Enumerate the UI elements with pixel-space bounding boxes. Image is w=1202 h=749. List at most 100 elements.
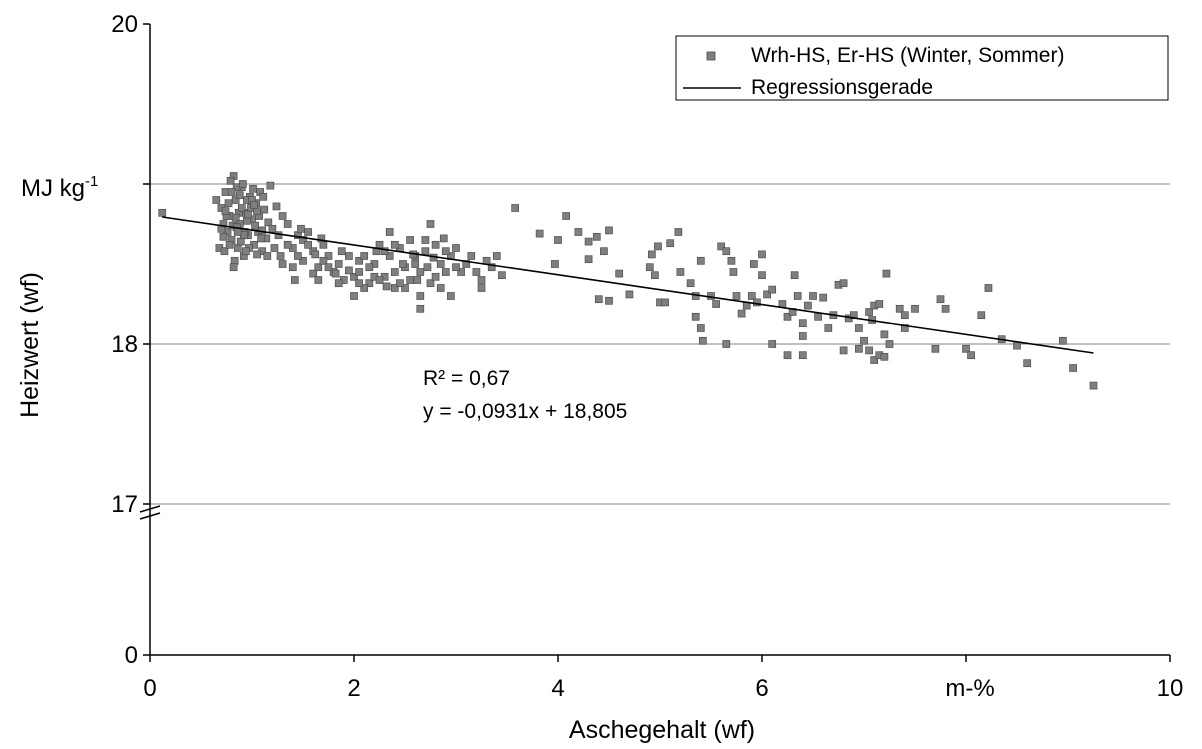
- data-point: [747, 292, 756, 300]
- data-point: [416, 292, 425, 300]
- data-point: [317, 234, 326, 243]
- data-point: [385, 228, 394, 236]
- data-point: [1059, 336, 1067, 345]
- data-point: [855, 344, 863, 353]
- data-point: [717, 242, 726, 251]
- data-point: [421, 247, 430, 256]
- data-point: [783, 351, 792, 360]
- data-point: [498, 271, 506, 280]
- data-point: [221, 207, 230, 216]
- data-point: [452, 244, 460, 252]
- data-point: [839, 279, 848, 288]
- data-point: [158, 208, 167, 217]
- data-point: [257, 234, 266, 243]
- data-point: [227, 188, 236, 196]
- y-unit-superscript: -1: [85, 173, 98, 190]
- data-point: [880, 352, 889, 361]
- data-point: [753, 298, 761, 307]
- data-point: [421, 236, 430, 244]
- data-point: [674, 228, 683, 236]
- data-point: [457, 268, 465, 276]
- data-point: [625, 290, 634, 299]
- data-point: [647, 250, 656, 259]
- data-point: [477, 284, 486, 292]
- x-tick-label: 4: [551, 675, 564, 702]
- data-point: [911, 304, 919, 313]
- data-point: [272, 202, 281, 211]
- data-point: [962, 344, 970, 353]
- gridlines: [150, 183, 1170, 505]
- data-point: [436, 284, 445, 292]
- data-point: [732, 292, 741, 300]
- data-point: [276, 252, 285, 260]
- data-point: [798, 332, 807, 340]
- data-point: [865, 346, 873, 355]
- data-point: [243, 216, 251, 225]
- data-point: [824, 324, 833, 332]
- data-point: [314, 263, 323, 272]
- data-point: [931, 344, 940, 353]
- data-point: [416, 268, 425, 276]
- y-tick-label: 18: [111, 331, 138, 358]
- data-point: [661, 298, 669, 307]
- data-point: [882, 269, 891, 278]
- data-point: [251, 221, 259, 230]
- data-point: [592, 232, 601, 241]
- data-point: [380, 247, 389, 256]
- data-point: [406, 276, 414, 284]
- data-point: [666, 239, 675, 248]
- data-point: [477, 276, 486, 284]
- data-point: [654, 242, 662, 251]
- data-point: [334, 279, 343, 288]
- data-point: [472, 268, 481, 276]
- data-point: [819, 293, 828, 302]
- data-point: [860, 336, 868, 345]
- data-point: [219, 232, 228, 241]
- data-point: [283, 220, 292, 228]
- data-point: [237, 204, 246, 212]
- data-point: [355, 268, 363, 276]
- data-point: [258, 226, 267, 235]
- data-point: [350, 292, 358, 300]
- data-point: [266, 181, 275, 190]
- data-point: [385, 252, 394, 260]
- data-point: [895, 304, 904, 313]
- data-point: [758, 250, 766, 259]
- data-point: [426, 279, 435, 288]
- data-point: [233, 244, 242, 252]
- data-point: [758, 271, 766, 280]
- data-point: [236, 237, 245, 246]
- regression-equation-annotation: y = -0,0931x + 18,805: [423, 400, 627, 423]
- data-point: [431, 240, 440, 249]
- data-point: [941, 304, 950, 313]
- r-squared-annotation: R² = 0,67: [423, 367, 510, 390]
- data-point: [345, 252, 353, 260]
- data-point: [839, 346, 848, 355]
- data-point: [749, 260, 758, 268]
- data-point: [441, 268, 450, 276]
- data-point: [238, 180, 247, 188]
- data-point: [885, 340, 894, 348]
- data-point: [615, 269, 624, 278]
- data-point: [250, 200, 258, 209]
- data-point: [270, 244, 279, 252]
- data-point: [413, 276, 422, 284]
- data-point: [253, 207, 261, 216]
- data-point: [334, 260, 343, 268]
- data-point: [416, 304, 425, 313]
- data-point: [324, 263, 333, 272]
- data-point: [360, 252, 369, 260]
- legend-marker-icon: [706, 51, 716, 61]
- data-point: [290, 276, 299, 284]
- data-point: [768, 285, 777, 294]
- x-axis-title: Aschegehalt (wf): [569, 716, 755, 744]
- data-point: [235, 191, 244, 200]
- data-points: [158, 172, 1098, 390]
- data-point: [584, 237, 593, 246]
- data-point: [299, 236, 307, 244]
- data-point: [1069, 364, 1077, 372]
- y-axis-title: Heizwert (wf): [16, 272, 44, 418]
- data-point: [355, 256, 363, 265]
- data-point: [1013, 341, 1021, 350]
